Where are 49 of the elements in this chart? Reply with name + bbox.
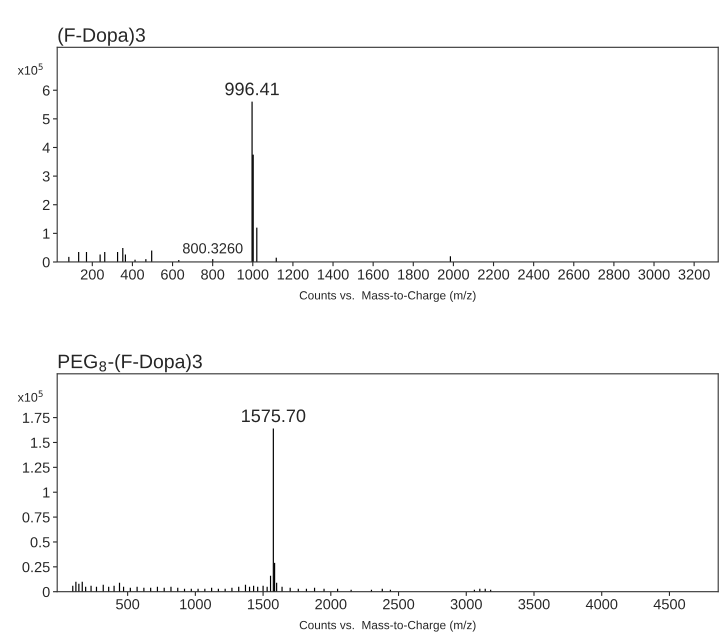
x-tick-label: 2600 — [558, 269, 590, 280]
y-tick-label: 2 — [42, 200, 50, 210]
x-tick-label: 3200 — [678, 269, 710, 280]
y-tick-label: 0 — [42, 586, 50, 598]
x-tick-label: 2500 — [383, 599, 414, 610]
y-axis-title: x10$^{5}$ — [18, 64, 43, 75]
y-tick-label: 1 — [43, 228, 50, 239]
y-tick-label: 4 — [42, 142, 50, 153]
x-tick-label: 4000 — [586, 599, 618, 610]
y-axis-title: x10$^{5}$ — [18, 390, 43, 402]
x-tick-label: 1800 — [398, 269, 429, 280]
x-tick-label: 1600 — [358, 269, 389, 280]
x-tick-label: 600 — [161, 269, 184, 280]
y-tick-label: 6 — [42, 85, 50, 96]
x-tick-label: 1000 — [180, 599, 212, 610]
x-tick-label: 200 — [80, 269, 104, 280]
y-tick-label: 0.75 — [22, 512, 50, 523]
x-tick-label: 2800 — [598, 269, 630, 280]
y-tick-label: 0.5 — [30, 537, 50, 548]
x-tick-label: 1500 — [248, 599, 279, 610]
y-tick-label: 1 — [43, 487, 50, 498]
x-tick-label: 1000 — [238, 269, 268, 280]
x-tick-label: 4500 — [654, 599, 686, 610]
y-tick-label: 1.75 — [22, 412, 50, 424]
x-tick-label: 2000 — [315, 599, 346, 610]
x-tick-label: 2400 — [518, 269, 550, 280]
x-tick-label: 2000 — [438, 269, 470, 280]
y-tick-label: 0.25 — [22, 562, 50, 572]
y-tick-label: 1.5 — [31, 438, 50, 448]
x-tick-label: 3000 — [450, 599, 482, 610]
x-axis-title: Counts vs. Mass-to-Charge (m/z) — [300, 290, 476, 302]
x-tick-label: 1200 — [278, 269, 309, 280]
x-tick-label: 800 — [201, 269, 224, 280]
chart-title: PEG$_{8}$-(F-Dopa)3 — [58, 354, 202, 372]
x-tick-label: 400 — [120, 269, 144, 280]
annotation: 800.3260 — [182, 243, 243, 254]
x-tick-label: 500 — [116, 599, 140, 610]
x-tick-label: 2200 — [478, 269, 510, 280]
x-axis-title: Counts vs. Mass-to-Charge (m/z) — [300, 620, 476, 632]
chart-title: (F-Dopa)3 — [58, 28, 145, 46]
annotation: 996.41 — [225, 82, 279, 96]
y-tick-label: 3 — [42, 171, 50, 182]
y-tick-label: 5 — [42, 114, 50, 124]
annotation: 1575.70 — [242, 409, 306, 422]
x-tick-label: 1400 — [318, 269, 349, 280]
y-tick-label: 0 — [42, 257, 50, 268]
x-tick-label: 3000 — [638, 269, 670, 280]
x-tick-label: 3500 — [518, 599, 550, 610]
y-tick-label: 1.25 — [22, 462, 50, 473]
